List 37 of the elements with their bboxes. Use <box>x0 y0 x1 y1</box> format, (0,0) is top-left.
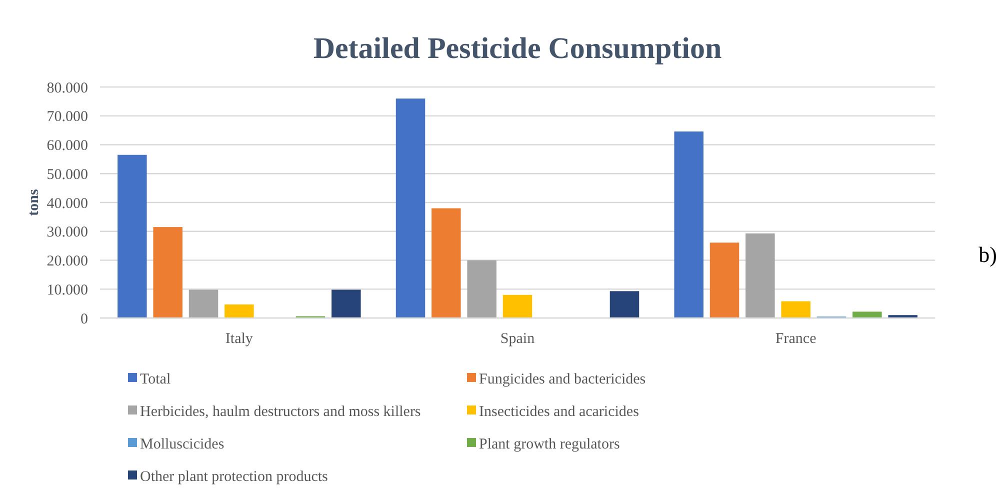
legend-label: Plant growth regulators <box>479 436 620 452</box>
y-tick-label: 80.000 <box>46 80 88 96</box>
y-tick-label: 50.000 <box>46 166 88 183</box>
chart-title: Detailed Pesticide Consumption <box>313 32 722 65</box>
y-tick-label: 60.000 <box>46 138 88 154</box>
y-tick-label: 40.000 <box>46 196 88 212</box>
x-tick-label: Italy <box>225 331 254 347</box>
legend-label: Total <box>140 371 171 388</box>
legend-label: Fungicides and bactericides <box>479 371 646 388</box>
bar <box>153 227 182 318</box>
bar <box>852 312 882 318</box>
legend-label: Insecticides and acaricides <box>479 404 640 420</box>
bar <box>396 98 426 318</box>
y-tick-label: 0 <box>80 311 88 328</box>
y-axis-title: tons <box>26 189 42 216</box>
bar <box>467 260 496 318</box>
bar <box>432 208 461 318</box>
bar <box>502 294 532 318</box>
legend-label: Herbicides, haulm destructors and moss killers <box>140 404 421 420</box>
bar <box>188 290 218 318</box>
bar <box>118 154 147 318</box>
y-tick-label: 70.000 <box>46 109 88 126</box>
bar <box>710 242 740 318</box>
bar <box>332 290 361 318</box>
legend-label: Other plant protection products <box>140 468 328 485</box>
bar <box>746 233 775 318</box>
bar <box>224 304 254 318</box>
legend-label: Molluscicides <box>140 436 224 452</box>
bar <box>674 131 704 318</box>
y-tick-label: 10.000 <box>46 282 88 298</box>
text: b) <box>978 242 997 267</box>
bar <box>781 301 810 318</box>
x-tick-label: France <box>775 331 817 347</box>
bar <box>610 291 640 318</box>
y-tick-label: 20.000 <box>46 254 88 270</box>
y-tick-label: 30.000 <box>46 224 88 241</box>
x-tick-label: Spain <box>500 331 536 347</box>
